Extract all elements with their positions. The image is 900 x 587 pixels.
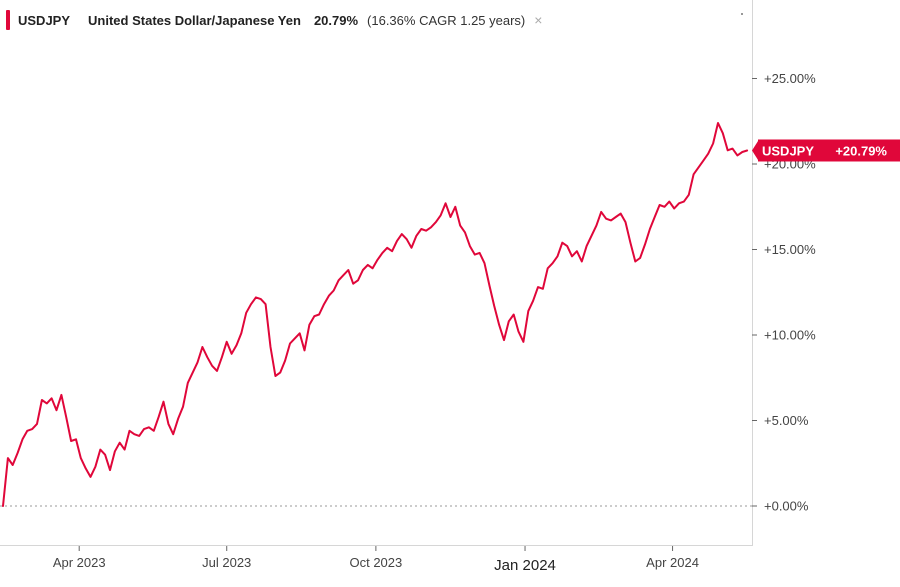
y-axis-area <box>752 0 900 546</box>
badge-value: +20.79% <box>835 143 887 158</box>
legend: USDJPY United States Dollar/Japanese Yen… <box>6 9 542 31</box>
legend-cagr: (16.36% CAGR 1.25 years) <box>367 12 526 28</box>
x-axis-area <box>0 546 900 587</box>
close-icon[interactable]: × <box>534 12 543 28</box>
x-tick-label: Oct 2023 <box>349 555 402 570</box>
corner-dot <box>741 13 743 15</box>
series-line-usdjpy <box>2 122 749 507</box>
series-color-marker <box>6 10 10 30</box>
plot-border-right <box>752 0 753 546</box>
plot-area <box>0 0 752 546</box>
y-tick-label: +10.00% <box>764 328 816 343</box>
legend-name: United States Dollar/Japanese Yen <box>88 12 301 28</box>
x-tick-label: Jul 2023 <box>202 555 251 570</box>
plot-border-bottom <box>0 545 753 546</box>
last-value-badge <box>758 139 900 162</box>
y-tick-label: +5.00% <box>764 413 809 428</box>
x-tick-label: Apr 2023 <box>53 555 106 570</box>
y-tick-label: +15.00% <box>764 242 816 257</box>
x-tick-label: Apr 2024 <box>646 555 699 570</box>
y-tick-label: +0.00% <box>764 499 809 514</box>
legend-return: 20.79% <box>313 12 359 28</box>
x-tick-label: Jan 2024 <box>494 557 556 574</box>
y-tick-label: +25.00% <box>764 71 816 86</box>
badge-pointer <box>752 139 759 162</box>
badge-symbol: USDJPY <box>762 143 814 158</box>
legend-symbol[interactable]: USDJPY <box>18 12 71 28</box>
